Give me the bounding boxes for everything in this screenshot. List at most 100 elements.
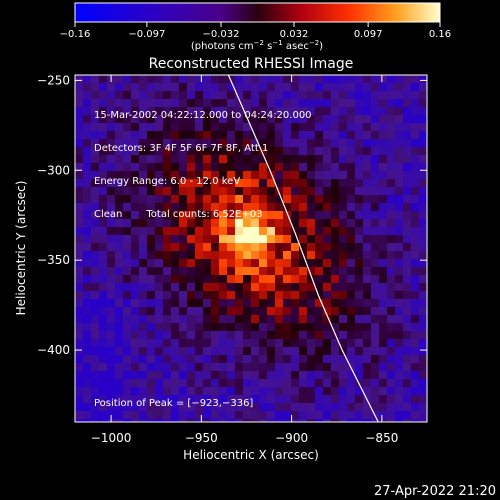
heatmap-cell [283,211,291,219]
heatmap-cell [275,315,283,323]
heatmap-cell [187,163,195,171]
heatmap-cell [251,155,259,163]
plot-frame [74,74,428,423]
y-tick-label: −400 [37,343,70,357]
heatmap-cell [299,171,307,179]
heatmap-cell [275,267,283,275]
heatmap-cell [243,107,251,115]
heatmap-cell [131,403,139,411]
heatmap-cell [235,139,243,147]
heatmap-cell [163,371,171,379]
heatmap-cell [155,75,163,83]
heatmap-cell [139,203,147,211]
heatmap-cell [315,355,323,363]
heatmap-cell [379,347,387,355]
heatmap-cell [315,107,323,115]
heatmap-cell [99,211,107,219]
heatmap-cell [315,363,323,371]
heatmap-cell [403,75,411,83]
heatmap-cell [315,131,323,139]
heatmap-cell [179,115,187,123]
heatmap-cell [203,259,211,267]
heatmap-cell [419,419,427,422]
heatmap-cell [259,123,267,131]
heatmap-cell [363,371,371,379]
heatmap-cell [283,83,291,91]
heatmap-cell [235,243,243,251]
heatmap-cell [99,115,107,123]
x-tick-label: −1000 [91,431,132,445]
heatmap-cell [387,291,395,299]
heatmap-cell [91,227,99,235]
heatmap-cell [267,91,275,99]
heatmap-cell [323,411,331,419]
heatmap-cell [347,283,355,291]
heatmap-cell [171,355,179,363]
heatmap-cell [123,347,131,355]
heatmap-cell [307,315,315,323]
heatmap-cell [147,395,155,403]
heatmap-cell [83,107,91,115]
heatmap-cell [363,83,371,91]
heatmap-cell [315,291,323,299]
heatmap-cell [211,83,219,91]
heatmap-cell [75,403,83,411]
heatmap-cell [411,131,419,139]
heatmap-cell [187,139,195,147]
heatmap-cell [187,107,195,115]
heatmap-cell [163,275,171,283]
heatmap-cell [371,419,379,422]
heatmap-cell [411,187,419,195]
heatmap-cell [219,379,227,387]
heatmap-cell [203,155,211,163]
heatmap-cell [83,275,91,283]
heatmap-cell [139,371,147,379]
heatmap-cell [195,267,203,275]
heatmap-cell [419,211,427,219]
heatmap-cell [331,267,339,275]
heatmap-cell [395,179,403,187]
heatmap-cell [283,171,291,179]
heatmap-cell [203,227,211,235]
heatmap-cell [307,395,315,403]
heatmap-cell [411,115,419,123]
heatmap-cell [275,339,283,347]
heatmap-cell [339,419,347,422]
heatmap-cell [403,307,411,315]
heatmap-cell [227,371,235,379]
heatmap-cell [219,131,227,139]
heatmap-cell [251,323,259,331]
heatmap-cell [315,139,323,147]
heatmap-cell [299,211,307,219]
heatmap-cell [83,283,91,291]
heatmap-cell [131,243,139,251]
heatmap-cell [371,403,379,411]
heatmap-cell [395,163,403,171]
heatmap-cell [235,211,243,219]
heatmap-cell [315,227,323,235]
heatmap-cell [283,259,291,267]
heatmap-cell [187,259,195,267]
heatmap-cell [371,331,379,339]
heatmap-cell [179,331,187,339]
heatmap-cell [363,115,371,123]
heatmap-cell [419,75,427,83]
heatmap-cell [379,171,387,179]
energy-range: Energy Range: 6.0 - 12.0 keV [94,176,241,187]
heatmap-cell [371,123,379,131]
heatmap-cell [243,251,251,259]
heatmap-cell [91,251,99,259]
heatmap-cell [123,371,131,379]
heatmap-cell [91,243,99,251]
heatmap-cell [99,163,107,171]
heatmap-cell [355,163,363,171]
heatmap-cell [203,355,211,363]
heatmap-cell [171,419,179,422]
heatmap-cell [115,227,123,235]
heatmap-cell [323,283,331,291]
heatmap-cell [347,371,355,379]
heatmap-cell [315,75,323,83]
heatmap-cell [131,131,139,139]
heatmap-cell [75,75,83,83]
heatmap-cell [195,387,203,395]
